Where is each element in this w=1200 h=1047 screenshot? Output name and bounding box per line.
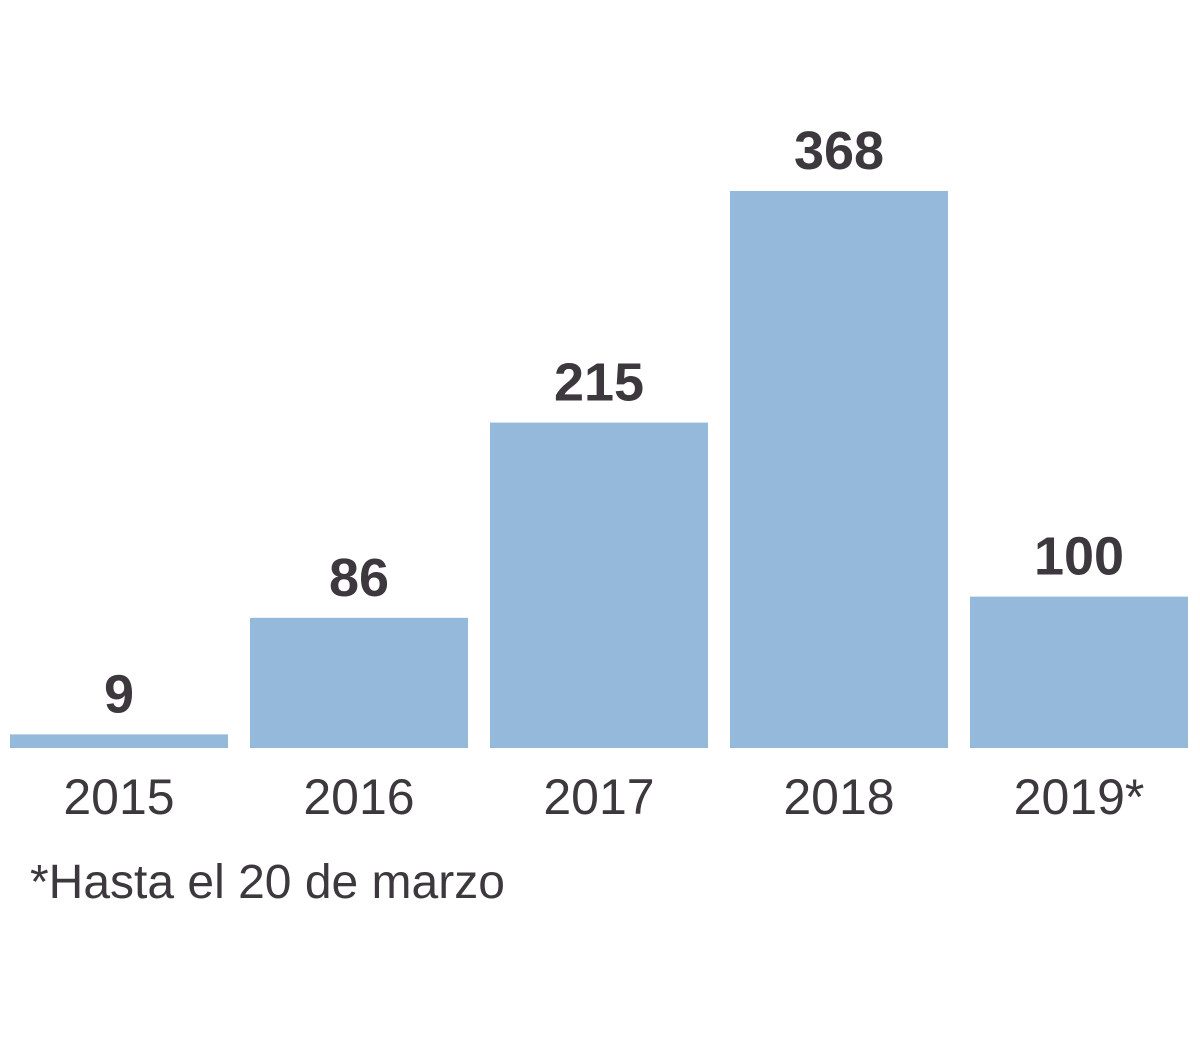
x-tick-labels-group: 2015 2016 2017 2018 2019* bbox=[63, 769, 1144, 825]
bar-2018 bbox=[730, 191, 948, 748]
bars-group bbox=[10, 191, 1188, 748]
data-label-2015: 9 bbox=[104, 664, 134, 724]
x-tick-label-2015: 2015 bbox=[63, 769, 174, 825]
data-label-2017: 215 bbox=[554, 353, 644, 413]
x-tick-label-2016: 2016 bbox=[303, 769, 414, 825]
x-tick-label-2019: 2019* bbox=[1014, 769, 1145, 825]
bar-2019 bbox=[970, 596, 1188, 748]
data-label-2016: 86 bbox=[329, 548, 389, 608]
data-label-2018: 368 bbox=[794, 121, 884, 181]
x-tick-label-2018: 2018 bbox=[783, 769, 894, 825]
x-tick-label-2017: 2017 bbox=[543, 769, 654, 825]
value-labels-group: 9 86 215 368 100 bbox=[104, 121, 1124, 724]
bar-2016 bbox=[250, 617, 468, 748]
bar-2015 bbox=[10, 734, 228, 748]
data-label-2019: 100 bbox=[1034, 527, 1124, 587]
bar-2017 bbox=[490, 422, 708, 748]
footnote: *Hasta el 20 de marzo bbox=[30, 856, 505, 909]
